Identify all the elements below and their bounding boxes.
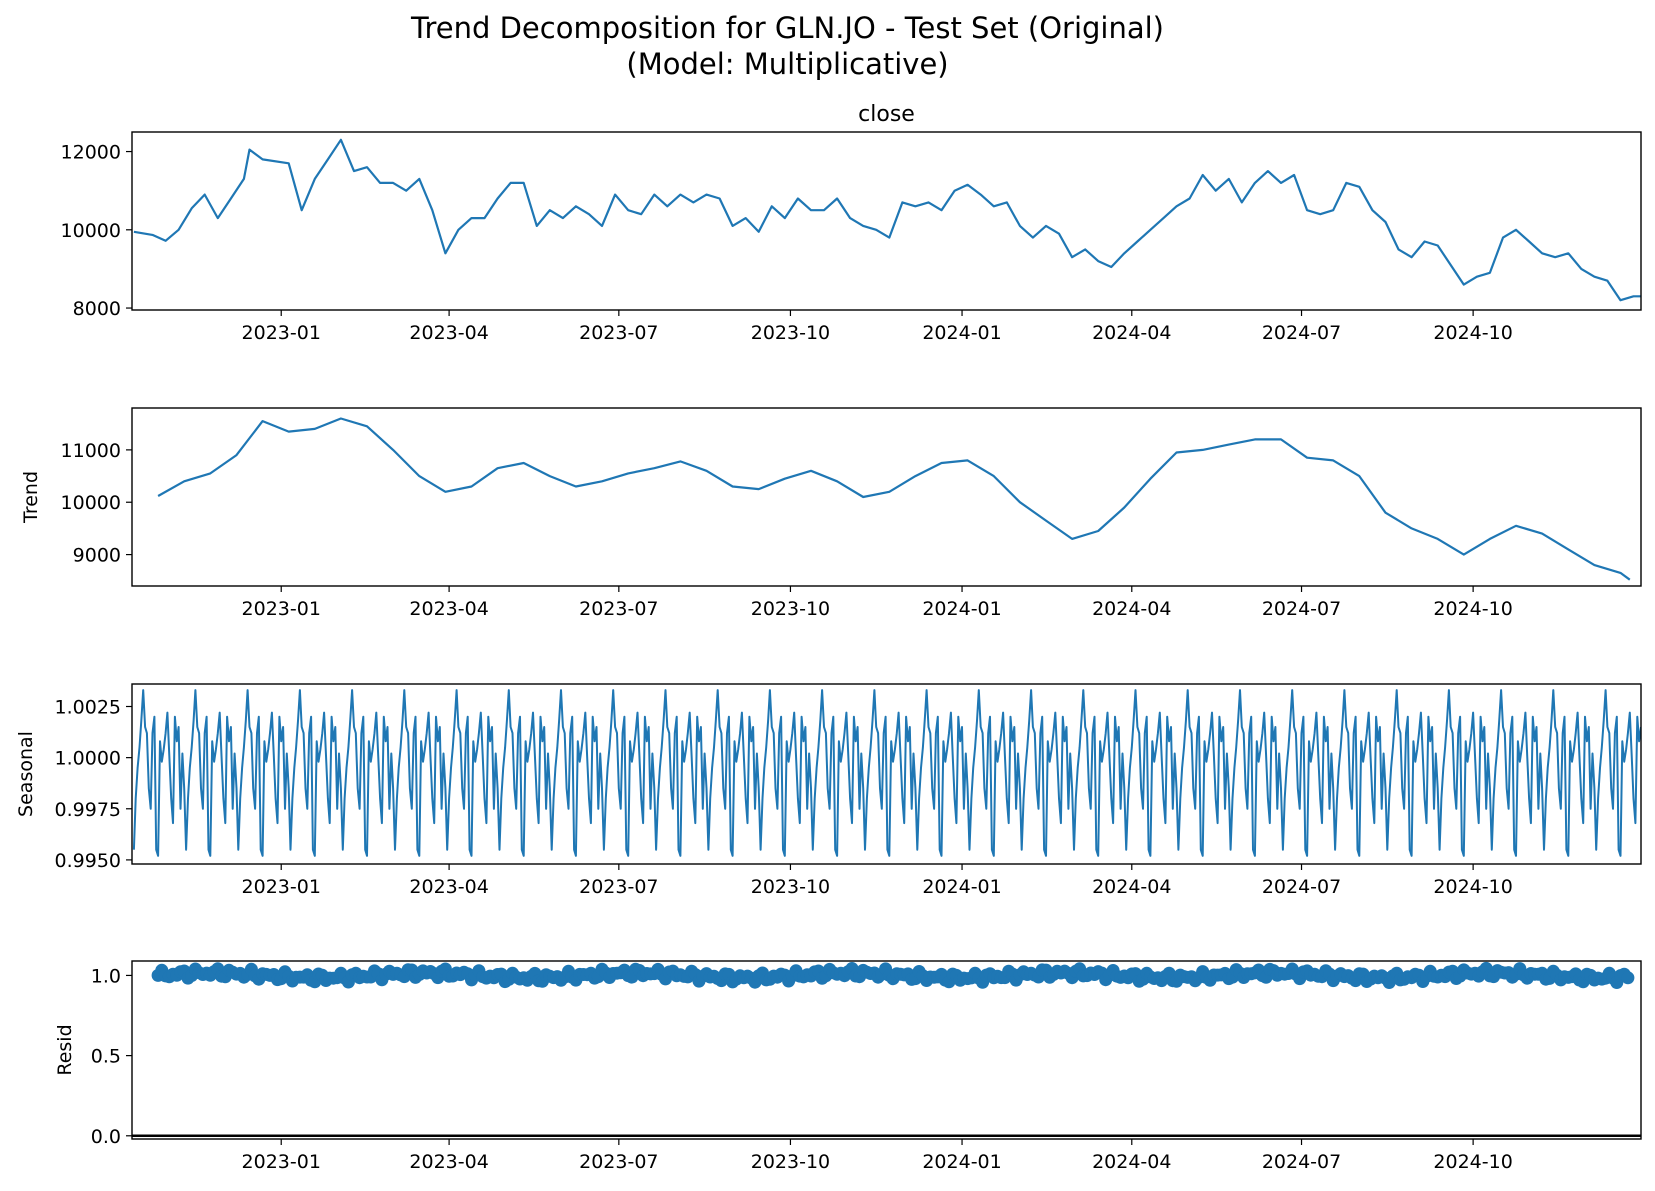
x-tick-label: 2024-07 (1262, 1151, 1341, 1173)
panel-2: 2023-01 2023-04 2023-07 2023-10 2024-01 2024-… (20, 407, 1642, 620)
x-tick-label: 2024-01 (922, 876, 1001, 898)
x-tick-label: 2024-10 (1433, 598, 1512, 620)
y-tick-label: 8000 (73, 298, 121, 320)
x-tick-label: 2024-01 (922, 1151, 1001, 1173)
series-line (133, 138, 1641, 302)
x-tick-label: 2024-10 (1433, 322, 1512, 344)
series-line (132, 689, 1641, 857)
y-tick-label: 1.0 (91, 965, 121, 987)
x-tick-label: 2023-04 (409, 322, 488, 344)
x-tick-label: 2024-07 (1262, 322, 1341, 344)
x-tick-label: 2023-01 (242, 598, 321, 620)
x-tick-label: 2023-01 (242, 876, 321, 898)
series-line (157, 417, 1631, 581)
y-tick-label: 9000 (73, 545, 121, 567)
y-tick-label: 1.0000 (55, 748, 121, 770)
figure-title-line2: (Model: Multiplicative) (626, 47, 949, 81)
y-tick-label: 12000 (61, 142, 121, 164)
plot-frame (131, 960, 1642, 1140)
y-tick-label: 0.9950 (55, 850, 121, 872)
panel-1: 2023-01 2023-04 2023-07 2023-10 2024-01 2024-… (61, 102, 1642, 344)
x-tick-label: 2023-10 (751, 322, 830, 344)
plot-frame (131, 131, 1642, 311)
y-tick-label: 0.0 (91, 1126, 121, 1148)
y-tick-label: 10000 (61, 220, 121, 242)
x-tick-label: 2023-10 (751, 1151, 830, 1173)
y-tick-label: 11000 (61, 440, 121, 462)
y-tick-label: 10000 (61, 492, 121, 514)
figure-title-line1: Trend Decomposition for GLN.JO - Test Se… (411, 11, 1164, 45)
x-tick-label: 2024-10 (1433, 1151, 1512, 1173)
resid-point (1621, 971, 1635, 985)
x-tick-label: 2024-04 (1092, 322, 1171, 344)
panel-title: close (858, 102, 915, 127)
x-tick-label: 2023-04 (409, 1151, 488, 1173)
x-tick-label: 2024-04 (1092, 1151, 1171, 1173)
x-tick-label: 2024-07 (1262, 876, 1341, 898)
x-tick-label: 2024-01 (922, 598, 1001, 620)
plot-frame (131, 407, 1642, 587)
x-tick-label: 2023-01 (242, 322, 321, 344)
y-axis-label: Seasonal (15, 731, 37, 817)
x-tick-label: 2023-10 (751, 598, 830, 620)
x-tick-label: 2023-04 (409, 598, 488, 620)
x-tick-label: 2023-07 (579, 1151, 658, 1173)
y-axis-label: Resid (54, 1024, 76, 1075)
y-axis-label: Trend (20, 471, 42, 524)
x-tick-label: 2023-04 (409, 876, 488, 898)
y-tick-label: 0.9975 (55, 799, 121, 821)
x-tick-label: 2023-07 (579, 598, 658, 620)
x-tick-label: 2024-04 (1092, 598, 1171, 620)
plot-frame (131, 683, 1642, 865)
panel-3: 2023-01 2023-04 2023-07 2023-10 2024-01 2024-… (15, 683, 1642, 898)
x-tick-label: 2023-10 (751, 876, 830, 898)
y-tick-label: 1.0025 (55, 697, 121, 719)
x-tick-label: 2023-01 (242, 1151, 321, 1173)
x-tick-label: 2023-07 (579, 876, 658, 898)
x-tick-label: 2023-07 (579, 322, 658, 344)
x-tick-label: 2024-01 (922, 322, 1001, 344)
y-tick-label: 0.5 (91, 1046, 121, 1068)
x-tick-label: 2024-04 (1092, 876, 1171, 898)
x-tick-label: 2024-10 (1433, 876, 1512, 898)
x-tick-label: 2024-07 (1262, 598, 1341, 620)
panel-4: 2023-01 2023-04 2023-07 2023-10 2024-01 2024-… (54, 960, 1642, 1173)
